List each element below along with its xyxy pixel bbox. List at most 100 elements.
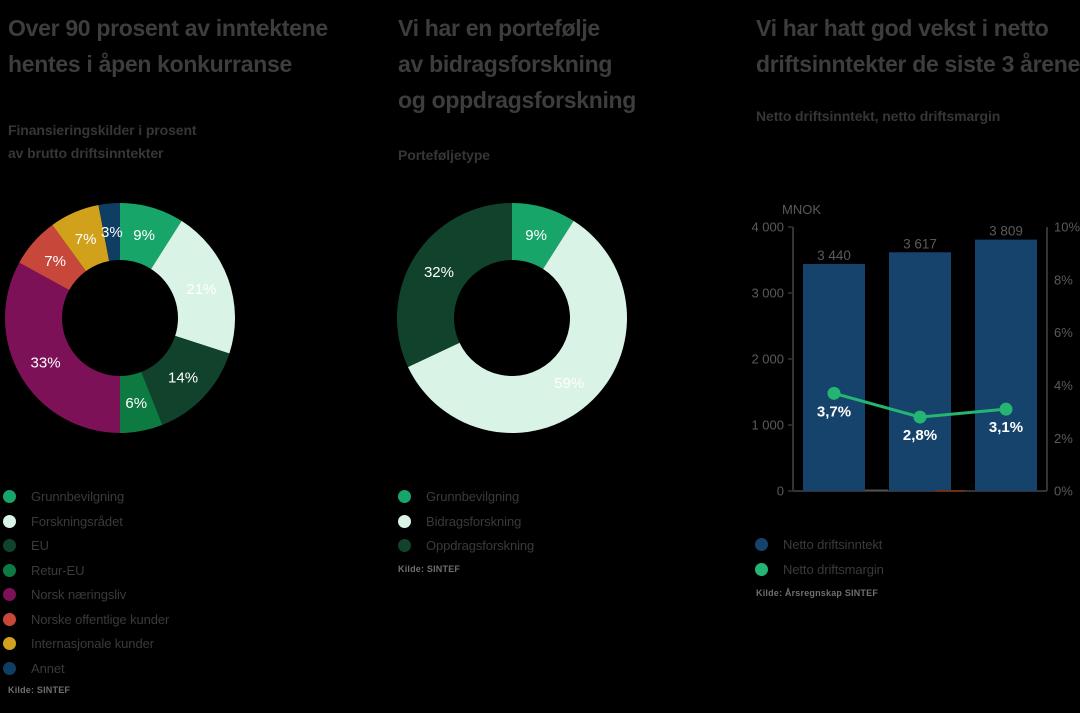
legend-item: Oppdragsforskning (398, 538, 535, 553)
donut-chart-funding-sources: 9%21%14%6%33%7%7% 3% (5, 203, 235, 433)
left-axis-tick-label: 3 000 (751, 286, 784, 301)
legend-swatch-icon (3, 588, 16, 601)
legend-item: Annet (3, 660, 169, 676)
source-note: Kilde: SINTEF (398, 564, 461, 574)
legend-label: Norsk næringsliv (31, 587, 127, 602)
slice-value-label: 33% (31, 354, 61, 371)
panel-title: Vi har hatt god vekst i netto driftsinnte… (756, 10, 1080, 82)
legend-item: Netto driftsinntekt (755, 537, 884, 552)
legend-swatch-icon (3, 563, 16, 577)
bar-net-operating-income (975, 239, 1037, 491)
source-note: Kilde: SINTEF (8, 685, 71, 695)
legend-swatch-icon (3, 539, 16, 552)
legend-label: Norske offentlige kunder (31, 611, 170, 627)
legend-item: Forskningsrådet (3, 513, 169, 529)
panel-title: Over 90 prosent av inntektene hentes i åp… (8, 10, 328, 82)
panel-subtitle: Finansieringskilder i prosent av brutto d… (8, 119, 197, 165)
text-line: driftsinntekter de siste 3 årene (756, 51, 1080, 77)
donut-slice (5, 262, 121, 433)
bar-net-operating-income (889, 252, 951, 491)
slice-value-label: 59% (554, 375, 584, 392)
text-line: hentes i åpen konkurranse (8, 51, 292, 77)
slice-value-label: 7% (75, 231, 97, 248)
right-axis-tick-label: 0% (1054, 484, 1073, 499)
line-value-label: 3,1% (989, 419, 1023, 436)
source-note: Kilde: Årsregnskap SINTEF (756, 588, 879, 598)
legend-item: Grunnbevilgning (398, 489, 534, 504)
right-axis-tick-label: 8% (1054, 272, 1073, 287)
slice-value-label: 21% (186, 281, 216, 298)
legend-net-operating-income: Netto driftsinntekt Netto driftsmargin (755, 537, 884, 588)
left-axis-tick-label: 4 000 (751, 220, 784, 235)
legend-swatch-icon (3, 661, 16, 675)
legend-label: Internasjonale kunder (31, 636, 154, 651)
left-axis-tick-label: 0 (777, 484, 784, 499)
donut-slice (120, 203, 182, 270)
donut-slice (407, 220, 627, 433)
right-axis-tick-label: 6% (1054, 325, 1073, 340)
right-axis-tick-label: 4% (1054, 378, 1073, 393)
bar-line-chart-net-operating-income: MNOK 4 000 3 000 2 000 1 000 0 10% 8% 6% 4% 2% 0% 3 … (751, 202, 1080, 499)
left-axis-unit-label: MNOK (782, 202, 821, 217)
bar-value-label: 3 617 (903, 236, 937, 251)
slice-value-label: 9% (525, 227, 547, 244)
legend-label: Retur-EU (31, 562, 85, 578)
legend-label: Netto driftsinntekt (783, 537, 883, 552)
legend-swatch-icon (3, 490, 16, 503)
legend-item: Internasjonale kunder (3, 636, 169, 651)
right-axis-tick-label: 10% (1054, 220, 1080, 235)
legend-item: Bidragsforskning (398, 513, 534, 529)
line-value-label: 2,8% (903, 427, 937, 444)
text-line: Vi har en portefølje (398, 15, 600, 41)
legend-swatch-icon (3, 514, 16, 528)
donut-slice (512, 203, 574, 270)
slice-value-label: 14% (168, 369, 198, 386)
panel-title: Vi har en portefølje av bidragsforskning o… (398, 10, 636, 118)
legend-item: Norske offentlige kunder (3, 611, 170, 627)
legend-item: Netto driftsmargin (755, 562, 884, 577)
panel-subtitle: Porteføljetype (398, 144, 490, 167)
donut-slice (98, 203, 120, 262)
legend-item: Grunnbevilgning (3, 489, 169, 504)
text-line: Over 90 prosent av inntektene (8, 15, 328, 41)
legend-swatch-icon (755, 563, 768, 576)
slice-value-label: 6% (125, 395, 147, 412)
donut-chart-portfolio-type: 9% 59% 32% (397, 203, 627, 433)
slice-value-label: 32% (424, 264, 454, 281)
text-line: Finansieringskilder i prosent (8, 122, 197, 138)
legend-label: Annet (31, 660, 65, 676)
legend-label: Forskningsrådet (31, 513, 123, 529)
legend-label: Grunnbevilgning (31, 489, 125, 504)
bar-net-operating-income (803, 263, 865, 491)
text-line: av bidragsforskning (398, 51, 613, 77)
left-axis-tick-label: 2 000 (751, 352, 784, 367)
text-line: Porteføljetype (398, 147, 490, 163)
legend-label: Bidragsforskning (426, 513, 522, 529)
text-line: Vi har hatt god vekst i netto (756, 15, 1049, 41)
legend-swatch-icon (3, 612, 16, 626)
legend-label: EU (31, 538, 49, 553)
left-axis-tick-label: 1 000 (751, 418, 784, 433)
donut-slice (52, 205, 110, 272)
legend-funding-sources: Grunnbevilgning Forskningsrådet EU Retur-EU… (3, 489, 170, 686)
legend-label: Oppdragsforskning (426, 538, 535, 553)
slice-value-label: 3% (101, 224, 123, 241)
donut-slice (120, 371, 163, 433)
legend-label: Netto driftsmargin (783, 562, 884, 577)
legend-swatch-icon (398, 539, 411, 552)
text-line: og oppdragsforskning (398, 87, 637, 113)
legend-item: EU (3, 538, 169, 553)
slice-value-label: 7% (44, 253, 66, 270)
donut-slice (397, 203, 512, 367)
line-point-marker (913, 410, 927, 424)
legend-swatch-icon (3, 637, 16, 650)
legend-item: Retur-EU (3, 562, 169, 578)
text-line: Netto driftsinntekt, netto driftsmargin (756, 108, 1001, 124)
panel-subtitle: Netto driftsinntekt, netto driftsmargin (756, 105, 1000, 128)
line-value-label: 3,7% (817, 403, 851, 420)
legend-item: Norsk næringsliv (3, 587, 169, 602)
category-underline-mark (865, 489, 888, 491)
bar-value-label: 3 440 (817, 248, 851, 263)
donut-slice (19, 224, 86, 291)
